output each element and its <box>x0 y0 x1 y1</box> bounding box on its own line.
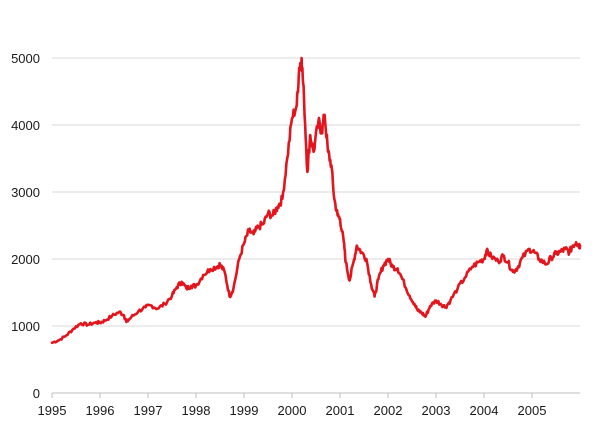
x-tick-label: 1995 <box>38 403 67 418</box>
y-tick-label: 5000 <box>11 51 40 66</box>
x-tick-label: 1997 <box>134 403 163 418</box>
x-tick-label: 2000 <box>278 403 307 418</box>
y-tick-label: 0 <box>33 386 40 401</box>
series-line-0 <box>50 56 582 345</box>
y-tick-label: 1000 <box>11 319 40 334</box>
y-tick-label: 4000 <box>11 118 40 133</box>
axes <box>51 392 580 398</box>
x-tick-label: 2001 <box>326 403 355 418</box>
x-tick-label: 1996 <box>86 403 115 418</box>
x-tick-label: 2003 <box>422 403 451 418</box>
x-tick-label: 1999 <box>230 403 259 418</box>
gridlines <box>52 57 580 327</box>
x-tick-label: 1998 <box>182 403 211 418</box>
y-tick-label: 2000 <box>11 252 40 267</box>
x-tick-label: 2005 <box>518 403 547 418</box>
y-tick-label: 3000 <box>11 185 40 200</box>
tick-labels: 0 1000 2000 3000 4000 5000 1995 1996 1997 1998 199… <box>11 51 546 418</box>
x-tick-label: 2002 <box>374 403 403 418</box>
x-tick-label: 2004 <box>470 403 499 418</box>
series-lines <box>50 56 582 345</box>
